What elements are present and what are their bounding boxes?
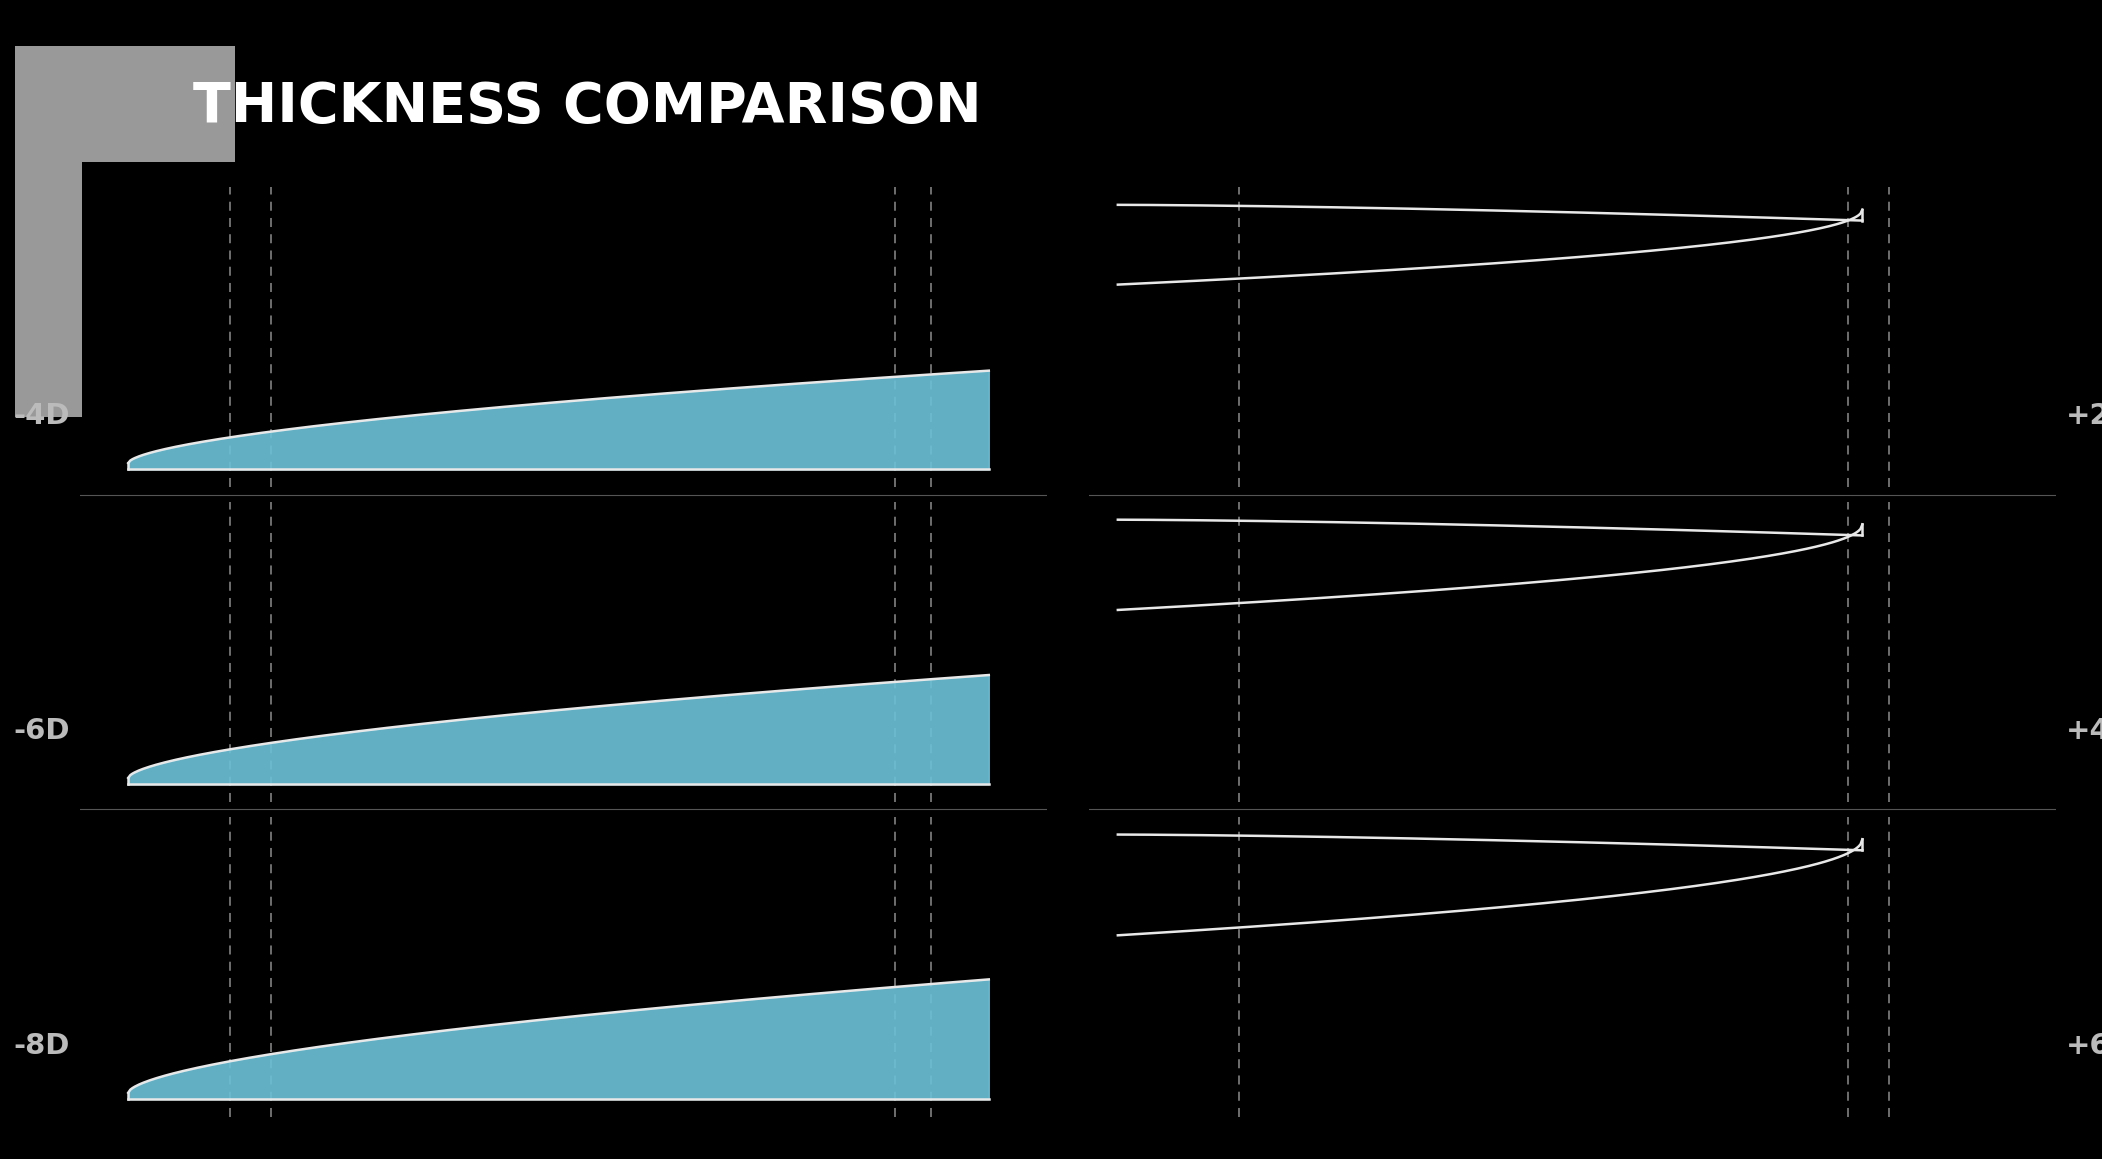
Text: +2D: +2D — [2066, 402, 2102, 430]
Text: -8D: -8D — [15, 1032, 69, 1059]
Text: THICKNESS COMPARISON: THICKNESS COMPARISON — [193, 80, 982, 134]
Text: +4D: +4D — [2066, 716, 2102, 744]
Text: -6D: -6D — [15, 716, 69, 744]
Bar — [82, 162, 235, 417]
Text: -4D: -4D — [15, 402, 69, 430]
Bar — [15, 46, 235, 417]
Text: +6D: +6D — [2066, 1032, 2102, 1059]
